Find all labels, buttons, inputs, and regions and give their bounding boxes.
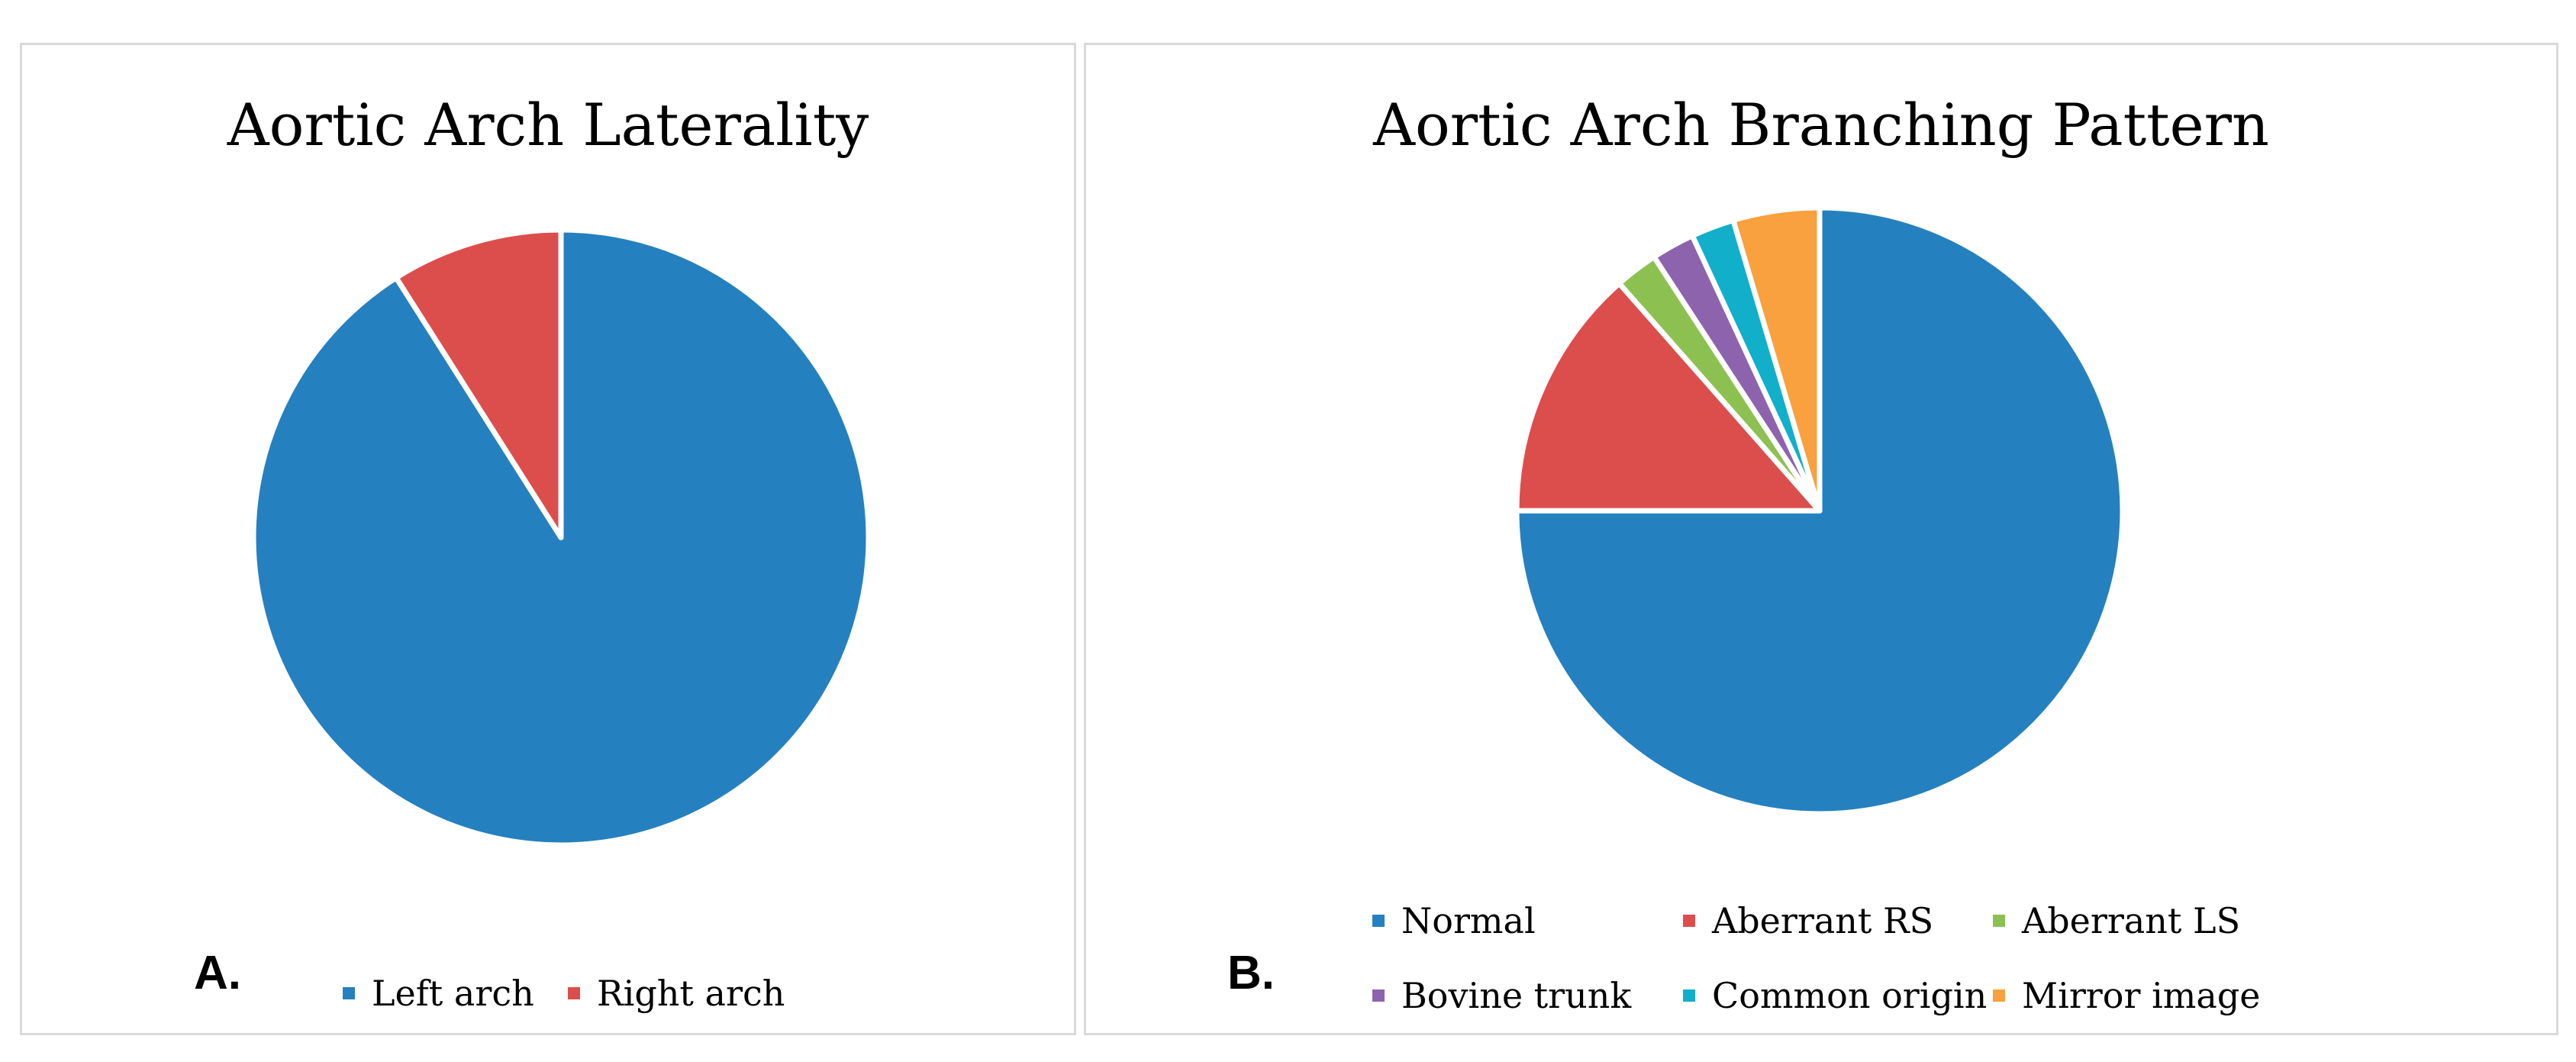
legend-item: Aberrant LS [1993, 900, 2240, 941]
legend-swatch-common-origin [1683, 989, 1695, 1002]
legend-item: Bovine trunk [1372, 975, 1631, 1016]
chart-title: Aortic Arch Laterality [227, 91, 869, 159]
chart-title: Aortic Arch Branching Pattern [1373, 91, 2269, 159]
legend-swatch-bovine-trunk [1372, 989, 1385, 1002]
legend-swatch-mirror-image [1993, 989, 2005, 1002]
legend-label: Normal [1401, 900, 1536, 941]
legend-item: Common origin [1683, 975, 1987, 1016]
legend-label: Right arch [597, 973, 785, 1014]
legend-item: Left arch [343, 973, 534, 1014]
legend-item: Right arch [568, 973, 785, 1014]
legend-label: Left arch [372, 973, 534, 1014]
pie-slice-mirror-image [1730, 205, 1823, 514]
pie-slice-normal [1514, 205, 2126, 817]
legend-item: Mirror image [1993, 975, 2261, 1016]
legend-label: Mirror image [2022, 975, 2261, 1016]
legend-swatch-aberrant-rs [1683, 915, 1695, 927]
legend-swatch-aberrant-ls [1993, 915, 2005, 927]
legend-label: Aberrant RS [1712, 900, 1934, 941]
panel-label: B. [1227, 947, 1275, 999]
legend-swatch-normal [1372, 915, 1385, 927]
legend-item: Aberrant RS [1683, 900, 1933, 941]
panel-label: A. [194, 947, 241, 999]
pie-slice-right-arch [393, 227, 564, 541]
pie-chart [250, 227, 872, 848]
legend-label: Bovine trunk [1401, 975, 1632, 1016]
legend-label: Common origin [1712, 975, 1988, 1016]
pie-chart [1514, 205, 2126, 817]
chart-panel-laterality: Aortic Arch Laterality A. Left arch Righ… [20, 43, 1076, 1035]
legend-swatch-left-arch [343, 987, 355, 999]
chart-panel-branching: Aortic Arch Branching Pattern B. Normal … [1084, 43, 2558, 1035]
legend-item: Normal [1372, 900, 1536, 941]
pie-slice-aberrant-rs [1514, 280, 1823, 514]
legend-label: Aberrant LS [2022, 900, 2241, 941]
legend-swatch-right-arch [568, 987, 580, 999]
